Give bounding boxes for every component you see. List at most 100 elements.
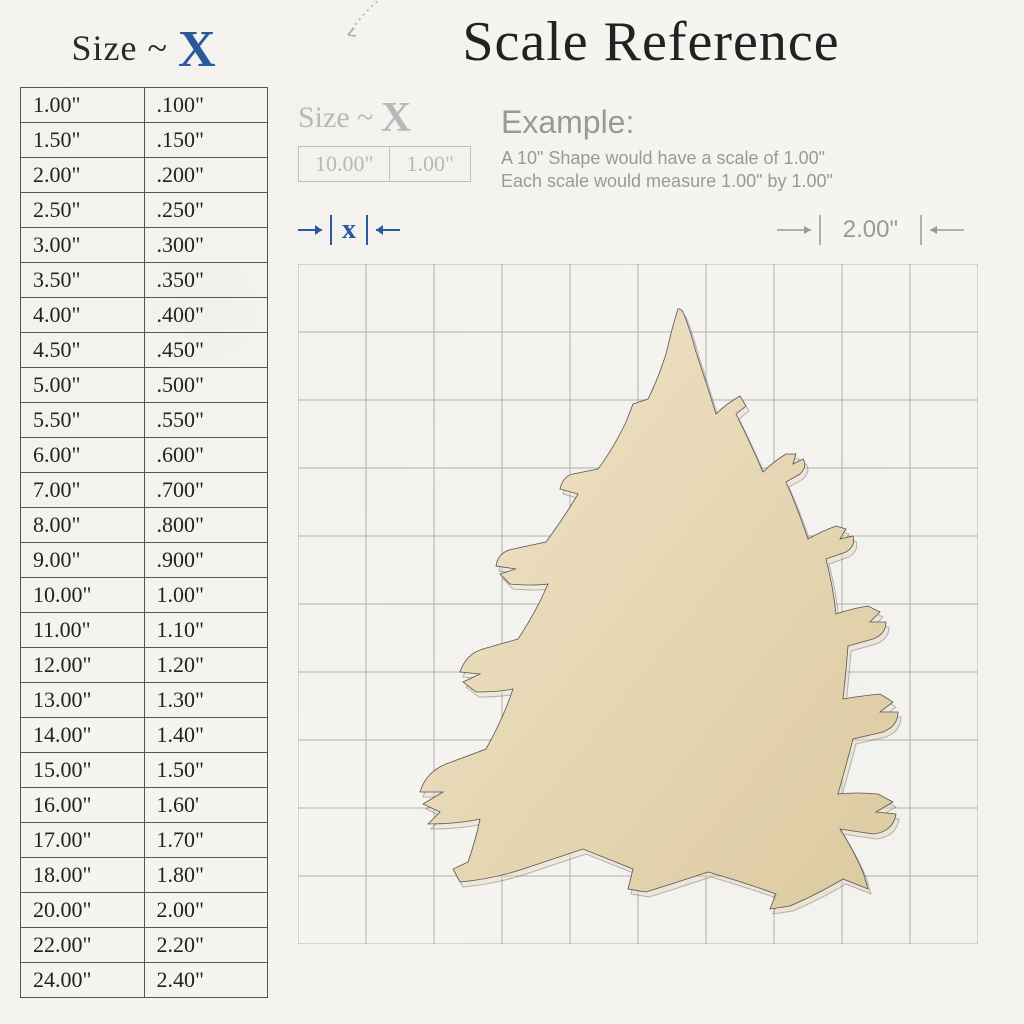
size-cell: 13.00" [21,683,145,718]
example-line2: Each scale would measure 1.00" by 1.00" [501,170,1004,193]
table-row: 13.00"1.30" [21,683,268,718]
scale-cell: 1.00" [144,578,268,613]
table-row: 2.50".250" [21,193,268,228]
sub-size-block: Size ~ X 10.00" 1.00" [298,94,471,182]
size-cell: 15.00" [21,753,145,788]
sub-table-row: 10.00" 1.00" [299,147,471,182]
scale-cell: .500" [144,368,268,403]
size-table: 1.00".100"1.50".150"2.00".200"2.50".250"… [20,87,268,998]
scale-cell: 1.80" [144,858,268,893]
table-row: 10.00"1.00" [21,578,268,613]
sub-table: 10.00" 1.00" [298,146,471,182]
table-row: 5.00".500" [21,368,268,403]
scale-cell: .300" [144,228,268,263]
sub-cell-size: 10.00" [299,147,390,182]
scale-cell: 2.40" [144,963,268,998]
scale-cell: 2.20" [144,928,268,963]
scale-arrow-right-icon [777,220,817,240]
size-cell: 7.00" [21,473,145,508]
table-row: 1.50".150" [21,123,268,158]
size-cell: 1.50" [21,123,145,158]
table-row: 24.00"2.40" [21,963,268,998]
size-cell: 5.00" [21,368,145,403]
right-panel: Scale Reference Size ~ X 10.00" 1.00" [278,20,1004,1004]
table-row: 3.50".350" [21,263,268,298]
scale-cell: .450" [144,333,268,368]
scale-cell: .700" [144,473,268,508]
sub-cell-scale: 1.00" [390,147,470,182]
sub-size-header: Size ~ X [298,94,471,142]
size-cell: 5.50" [21,403,145,438]
x-label: x [334,214,364,246]
table-row: 4.00".400" [21,298,268,333]
table-row: 14.00"1.40" [21,718,268,753]
size-cell: 12.00" [21,648,145,683]
table-row: 16.00"1.60' [21,788,268,823]
table-row: 2.00".200" [21,158,268,193]
example-title: Example: [501,104,1004,141]
scale-cell: 2.00" [144,893,268,928]
scale-label: 2.00" [823,216,918,244]
table-row: 9.00".900" [21,543,268,578]
size-cell: 2.50" [21,193,145,228]
size-cell: 3.50" [21,263,145,298]
table-row: 5.50".550" [21,403,268,438]
table-row: 8.00".800" [21,508,268,543]
sub-row: Size ~ X 10.00" 1.00" Example: A 10" Sha… [298,94,1004,194]
size-header-prefix: Size ~ [71,28,177,68]
left-panel: Size ~ X 1.00".100"1.50".150"2.00".200"2… [20,20,278,1004]
table-row: 4.50".450" [21,333,268,368]
scale-cell: .800" [144,508,268,543]
size-cell: 14.00" [21,718,145,753]
size-cell: 11.00" [21,613,145,648]
arrow-left-icon [370,220,400,240]
size-cell: 16.00" [21,788,145,823]
scale-cell: 1.20" [144,648,268,683]
table-row: 15.00"1.50" [21,753,268,788]
scale-cell: 1.50" [144,753,268,788]
scale-cell: .600" [144,438,268,473]
size-cell: 2.00" [21,158,145,193]
dotted-arrow-icon [338,0,458,50]
grid-area [298,264,978,944]
tree-shape-icon [398,294,918,914]
scale-cell: .350" [144,263,268,298]
example-line1: A 10" Shape would have a scale of 1.00" [501,147,1004,170]
table-row: 1.00".100" [21,88,268,123]
example-block: Example: A 10" Shape would have a scale … [501,94,1004,194]
table-row: 12.00"1.20" [21,648,268,683]
scale-cell: .100" [144,88,268,123]
size-cell: 10.00" [21,578,145,613]
scale-cell: .550" [144,403,268,438]
size-cell: 1.00" [21,88,145,123]
table-row: 3.00".300" [21,228,268,263]
scale-cell: .250" [144,193,268,228]
scale-cell: .400" [144,298,268,333]
size-cell: 22.00" [21,928,145,963]
size-cell: 20.00" [21,893,145,928]
size-cell: 4.50" [21,333,145,368]
scale-cell: 1.10" [144,613,268,648]
size-cell: 3.00" [21,228,145,263]
scale-indicator: 2.00" [777,215,964,245]
table-row: 20.00"2.00" [21,893,268,928]
scale-arrow-left-icon [924,220,964,240]
scale-cell: .150" [144,123,268,158]
size-cell: 18.00" [21,858,145,893]
size-cell: 9.00" [21,543,145,578]
size-cell: 17.00" [21,823,145,858]
size-cell: 24.00" [21,963,145,998]
table-row: 11.00"1.10" [21,613,268,648]
arrow-right-icon [298,220,328,240]
size-cell: 8.00" [21,508,145,543]
sub-size-x: X [381,95,411,141]
scale-cell: 1.60' [144,788,268,823]
scale-cell: 1.30" [144,683,268,718]
scale-cell: .900" [144,543,268,578]
table-row: 22.00"2.20" [21,928,268,963]
size-cell: 4.00" [21,298,145,333]
table-row: 18.00"1.80" [21,858,268,893]
size-table-header: Size ~ X [20,20,268,79]
size-header-x: X [178,21,217,78]
table-row: 17.00"1.70" [21,823,268,858]
